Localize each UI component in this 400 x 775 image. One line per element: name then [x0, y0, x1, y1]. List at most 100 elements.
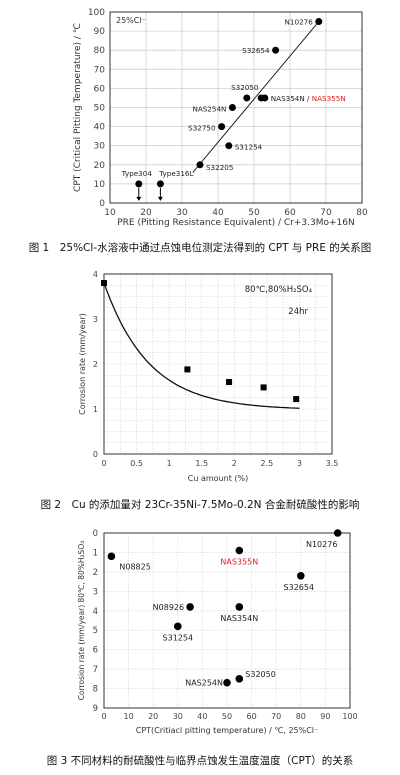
point-label: Type316L — [158, 169, 193, 178]
data-point — [225, 142, 233, 150]
x-tick-label: 1.5 — [195, 459, 208, 468]
data-point — [223, 678, 231, 687]
y-tick-label: 4 — [93, 270, 98, 279]
y-tick-label: 3 — [93, 315, 98, 324]
x-tick-label: 0 — [101, 459, 106, 468]
y-tick-label: 1 — [93, 548, 98, 558]
data-point — [218, 123, 226, 131]
x-axis-label: PRE (Pitting Resistance Equivalent) / Cr… — [117, 218, 354, 228]
point-label: S32050 — [231, 83, 259, 92]
data-point — [261, 94, 269, 102]
y-tick-label: 5 — [93, 626, 98, 636]
plot-frame — [109, 11, 363, 204]
x-tick-label: 80 — [356, 208, 368, 218]
y-tick-label: 70 — [94, 65, 106, 75]
data-point — [315, 18, 323, 26]
y-tick-label: 0 — [93, 450, 98, 459]
x-tick-label: 1 — [167, 459, 172, 468]
x-tick-label: 2.5 — [260, 459, 273, 468]
y-tick-label: 30 — [94, 142, 106, 152]
x-tick-label: 30 — [176, 208, 188, 218]
x-tick-label: 10 — [104, 208, 116, 218]
condition-label: 80℃,80%H₂SO₄ — [245, 285, 313, 295]
point-label: NAS354N — [220, 614, 258, 623]
x-tick-label: 40 — [197, 712, 207, 721]
data-point — [235, 546, 244, 555]
y-tick-label: 4 — [93, 607, 98, 617]
point-label: S31254 — [235, 143, 263, 152]
x-tick-label: 50 — [248, 208, 260, 218]
duration-label: 24hr — [288, 307, 308, 317]
data-point — [196, 161, 204, 169]
point-label: S32750 — [188, 124, 216, 133]
data-point — [235, 603, 244, 611]
data-point — [186, 603, 194, 611]
x-tick-label: 100 — [342, 712, 357, 721]
y-tick-label: 2 — [93, 568, 98, 578]
point-label: Type304 — [121, 169, 153, 178]
y-tick-label: 1 — [93, 405, 98, 414]
data-point — [235, 675, 244, 683]
x-tick-label: 70 — [271, 712, 281, 721]
x-axis-label: Cu amount (%) — [188, 474, 248, 483]
data-point — [107, 552, 116, 561]
point-label: N08825 — [119, 562, 150, 571]
point-label: S32654 — [242, 46, 270, 55]
x-tick-label: 30 — [173, 712, 183, 721]
point-label: S32050 — [245, 670, 276, 679]
y-axis-label: Corrosion rate (mm/year) 80℃, 80%H₂SO₄ — [77, 541, 86, 700]
x-tick-label: 0 — [101, 712, 106, 721]
y-tick-label: 90 — [94, 27, 106, 37]
y-tick-label: 9 — [93, 704, 98, 714]
data-point — [174, 622, 182, 631]
point-label: NAS355N — [220, 558, 258, 567]
y-tick-label: 60 — [94, 84, 106, 94]
y-tick-label: 3 — [93, 587, 98, 597]
x-tick-label: 40 — [212, 208, 224, 218]
x-tick-label: 20 — [148, 712, 158, 721]
x-tick-label: 20 — [140, 208, 152, 218]
point-label: S32654 — [284, 583, 315, 592]
x-tick-label: 3.5 — [326, 459, 339, 468]
chart-annotation: 25%Cl⁻ — [116, 16, 146, 25]
data-point — [293, 396, 300, 403]
y-tick-label: 100 — [88, 8, 105, 18]
y-tick-label: 20 — [94, 161, 106, 171]
x-axis-label: CPT(Critiacl pitting temperature) / ℃, 2… — [136, 726, 319, 735]
point-label: N08926 — [153, 603, 184, 612]
data-point — [156, 180, 164, 188]
x-tick-label: 90 — [320, 712, 330, 721]
data-point — [260, 384, 267, 391]
figure-2-caption: 图 2 Cu 的添加量对 23Cr-35Ni-7.5Mo-0.2N 合金耐硫酸性… — [40, 499, 360, 511]
point-label: N10276 — [285, 18, 314, 27]
chart-cpt-vs-pre: 10 20 30 40 50 60 70 800102030405060708090100PR… — [73, 8, 368, 228]
fit-line — [192, 21, 320, 173]
data-point — [135, 180, 143, 188]
y-axis-label: Corrosion rate (mm/year) — [78, 313, 87, 415]
y-tick-label: 6 — [93, 646, 98, 656]
y-axis-label: CPT (Critical Pitting Temperature) / ℃ — [73, 23, 83, 192]
y-tick-label: 0 — [99, 199, 105, 209]
figure-3-caption: 图 3 不同材料的耐硫酸性与临界点蚀发生温度温度（CPT）的关系 — [46, 755, 354, 767]
y-tick-label: 40 — [94, 123, 106, 133]
data-point — [184, 366, 191, 373]
data-point — [243, 94, 251, 102]
figure-1-caption: 图 1 25%Cl-水溶液中通过点蚀电位测定法得到的 CPT 与 PRE 的关系… — [28, 242, 372, 254]
x-tick-label: 60 — [247, 712, 257, 721]
y-tick-label: 7 — [93, 665, 98, 675]
x-tick-label: 70 — [320, 208, 332, 218]
plot-frame — [103, 273, 333, 455]
fit-curve — [103, 282, 300, 409]
combined-point-label: NAS354N / NAS355N — [271, 94, 346, 103]
point-label: S31254 — [163, 633, 194, 642]
x-tick-label: 2 — [232, 459, 237, 468]
plot-frame — [103, 532, 351, 709]
data-point — [228, 104, 236, 111]
data-point — [226, 379, 233, 385]
y-tick-label: 8 — [93, 685, 98, 695]
data-point — [333, 529, 342, 537]
x-tick-label: 3 — [297, 459, 302, 468]
arrow-head-icon — [157, 196, 163, 201]
point-label: N10276 — [306, 540, 337, 549]
x-tick-label: 60 — [284, 208, 296, 218]
